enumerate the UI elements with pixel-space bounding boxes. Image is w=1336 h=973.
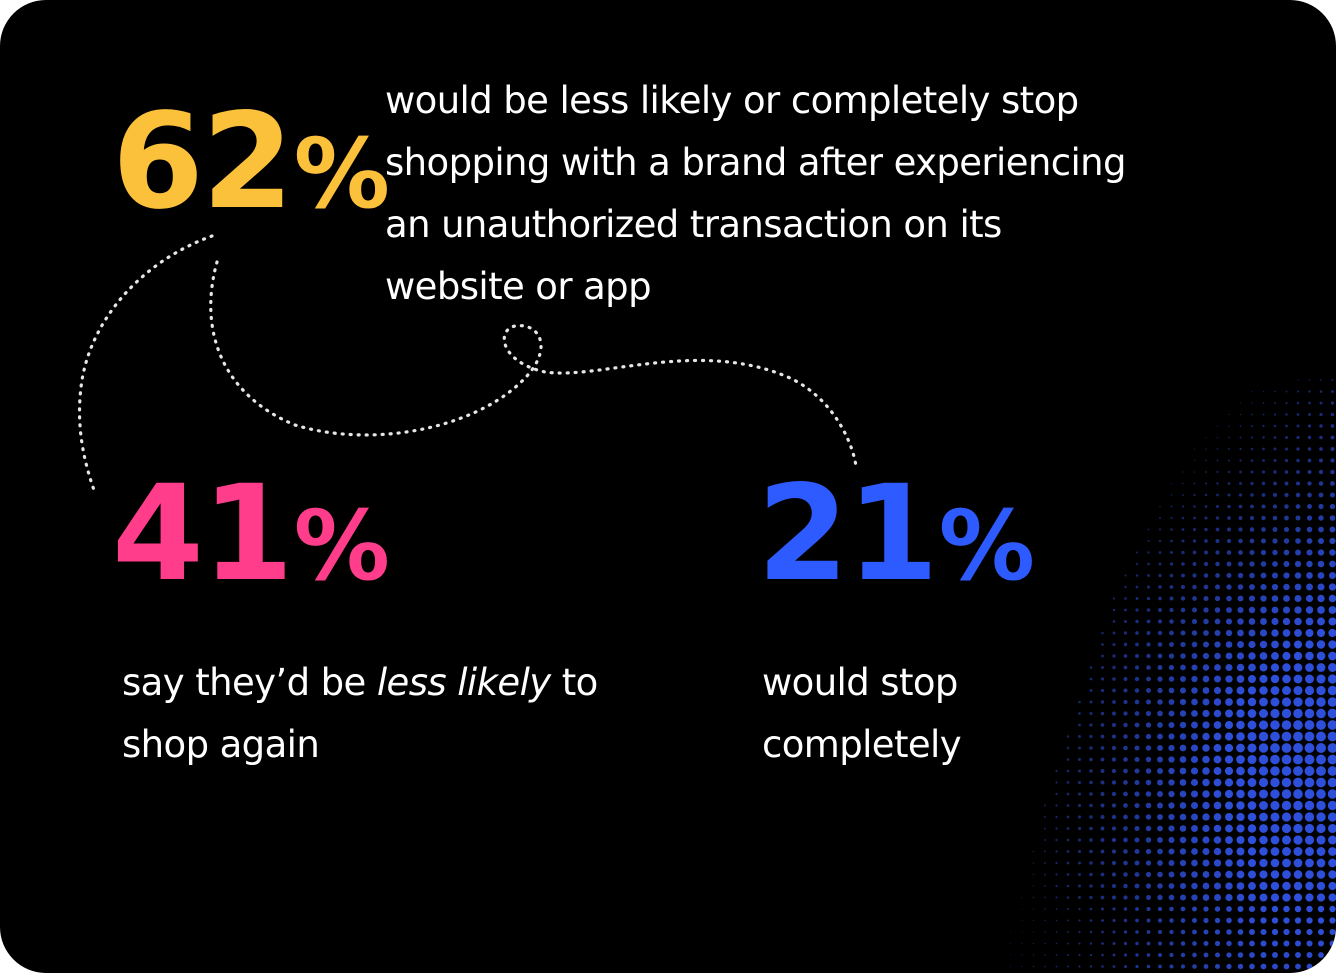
stat-21-line-1: would stop	[762, 661, 958, 704]
stat-62-line-4: website or app	[385, 265, 652, 308]
stat-41-line-1-end: to	[550, 661, 599, 704]
stat-41-description: say they’d be less likely to shop again	[122, 652, 682, 776]
stat-62-line-3: an unauthorized transaction on its	[385, 203, 1002, 246]
stat-41-value: 41	[112, 457, 294, 611]
stat-41-unit: %	[293, 490, 390, 602]
stat-41-emphasis: less likely	[376, 661, 551, 704]
connector-62-to-21	[209, 260, 858, 468]
stat-62-unit: %	[293, 118, 390, 230]
stat-62-line-2: shopping with a brand after experiencing	[385, 141, 1127, 184]
stat-41-line-1-start: say they’d be	[122, 661, 377, 704]
stat-62-percent: 62%	[112, 96, 390, 230]
stat-21-line-2: completely	[762, 723, 962, 766]
stat-41-percent: 41%	[112, 468, 390, 602]
stat-62-value: 62	[112, 85, 294, 239]
connector-62-to-41	[77, 234, 214, 495]
stat-62-line-1: would be less likely or completely stop	[385, 79, 1079, 122]
stat-41-line-1: say they’d be less likely to	[122, 652, 682, 714]
stat-21-percent: 21%	[757, 468, 1035, 602]
stat-21-value: 21	[757, 457, 939, 611]
stat-21-description: would stop completely	[762, 652, 1062, 776]
stat-62-description: would be less likely or completely stop …	[385, 70, 1265, 318]
stat-21-unit: %	[938, 490, 1035, 602]
stat-41-line-2: shop again	[122, 723, 320, 766]
